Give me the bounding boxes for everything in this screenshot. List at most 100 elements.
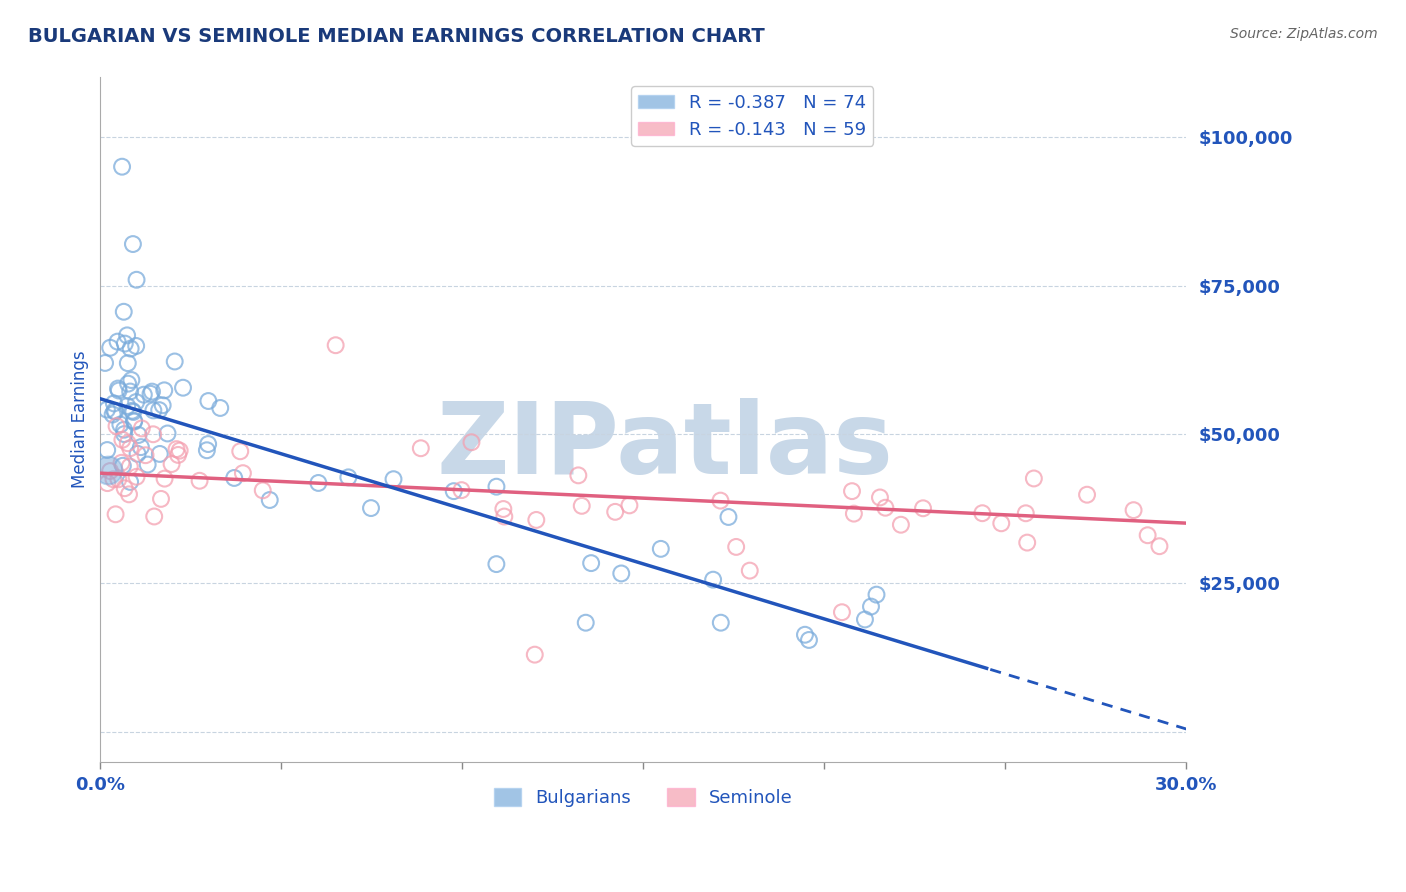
- Point: [579, 556, 602, 570]
- Point: [139, 386, 162, 401]
- Point: [169, 443, 191, 458]
- Point: [122, 414, 145, 428]
- Point: [1076, 488, 1098, 502]
- Point: [232, 466, 254, 480]
- Point: [135, 448, 157, 462]
- Point: [128, 428, 150, 442]
- Point: [172, 381, 194, 395]
- Point: [94, 356, 117, 370]
- Point: [142, 403, 165, 417]
- Point: [1136, 528, 1159, 542]
- Point: [104, 508, 127, 522]
- Point: [167, 448, 190, 462]
- Point: [841, 484, 863, 499]
- Point: [619, 499, 641, 513]
- Point: [605, 505, 627, 519]
- Point: [195, 443, 218, 458]
- Point: [110, 417, 132, 432]
- Point: [1017, 535, 1039, 549]
- Point: [118, 459, 141, 474]
- Point: [143, 509, 166, 524]
- Point: [149, 447, 172, 461]
- Point: [112, 423, 135, 437]
- Point: [105, 419, 128, 434]
- Point: [142, 427, 165, 442]
- Point: [110, 456, 132, 470]
- Point: [252, 483, 274, 498]
- Point: [117, 436, 139, 450]
- Point: [990, 516, 1012, 531]
- Point: [114, 336, 136, 351]
- Point: [337, 470, 360, 484]
- Point: [112, 427, 135, 442]
- Point: [738, 564, 761, 578]
- Text: Source: ZipAtlas.com: Source: ZipAtlas.com: [1230, 27, 1378, 41]
- Point: [136, 458, 159, 472]
- Point: [160, 457, 183, 471]
- Point: [120, 441, 142, 455]
- Point: [120, 475, 142, 489]
- Point: [865, 588, 887, 602]
- Point: [125, 470, 148, 484]
- Point: [98, 464, 121, 478]
- Point: [524, 513, 547, 527]
- Point: [1015, 506, 1038, 520]
- Point: [460, 435, 482, 450]
- Point: [131, 421, 153, 435]
- Point: [842, 507, 865, 521]
- Point: [710, 615, 733, 630]
- Point: [120, 342, 142, 356]
- Text: ZIPatlas: ZIPatlas: [437, 399, 894, 495]
- Point: [523, 648, 546, 662]
- Point: [567, 468, 589, 483]
- Point: [107, 472, 129, 486]
- Point: [197, 437, 219, 451]
- Point: [104, 404, 127, 418]
- Point: [307, 475, 329, 490]
- Point: [859, 599, 882, 614]
- Point: [103, 396, 125, 410]
- Point: [575, 615, 598, 630]
- Point: [122, 415, 145, 429]
- Point: [650, 541, 672, 556]
- Point: [111, 160, 134, 174]
- Point: [115, 328, 138, 343]
- Point: [259, 493, 281, 508]
- Point: [129, 440, 152, 454]
- Point: [122, 405, 145, 419]
- Point: [112, 305, 135, 319]
- Point: [1122, 503, 1144, 517]
- Point: [117, 376, 139, 391]
- Point: [111, 458, 134, 473]
- Point: [114, 481, 136, 495]
- Point: [229, 444, 252, 458]
- Point: [148, 403, 170, 417]
- Point: [1022, 471, 1045, 485]
- Point: [794, 628, 817, 642]
- Point: [166, 442, 188, 457]
- Point: [132, 387, 155, 401]
- Legend: Bulgarians, Seminole: Bulgarians, Seminole: [486, 780, 800, 814]
- Point: [224, 471, 246, 485]
- Point: [96, 402, 118, 417]
- Y-axis label: Median Earnings: Median Earnings: [72, 351, 89, 489]
- Point: [209, 401, 232, 415]
- Point: [163, 354, 186, 368]
- Point: [443, 484, 465, 499]
- Point: [485, 557, 508, 571]
- Point: [96, 443, 118, 458]
- Point: [890, 517, 912, 532]
- Point: [485, 480, 508, 494]
- Point: [875, 500, 897, 515]
- Point: [492, 502, 515, 516]
- Point: [125, 273, 148, 287]
- Point: [117, 356, 139, 370]
- Point: [725, 540, 748, 554]
- Point: [702, 573, 724, 587]
- Point: [125, 339, 148, 353]
- Point: [103, 472, 125, 486]
- Point: [111, 433, 134, 447]
- Point: [117, 399, 139, 413]
- Point: [571, 499, 593, 513]
- Point: [409, 442, 432, 456]
